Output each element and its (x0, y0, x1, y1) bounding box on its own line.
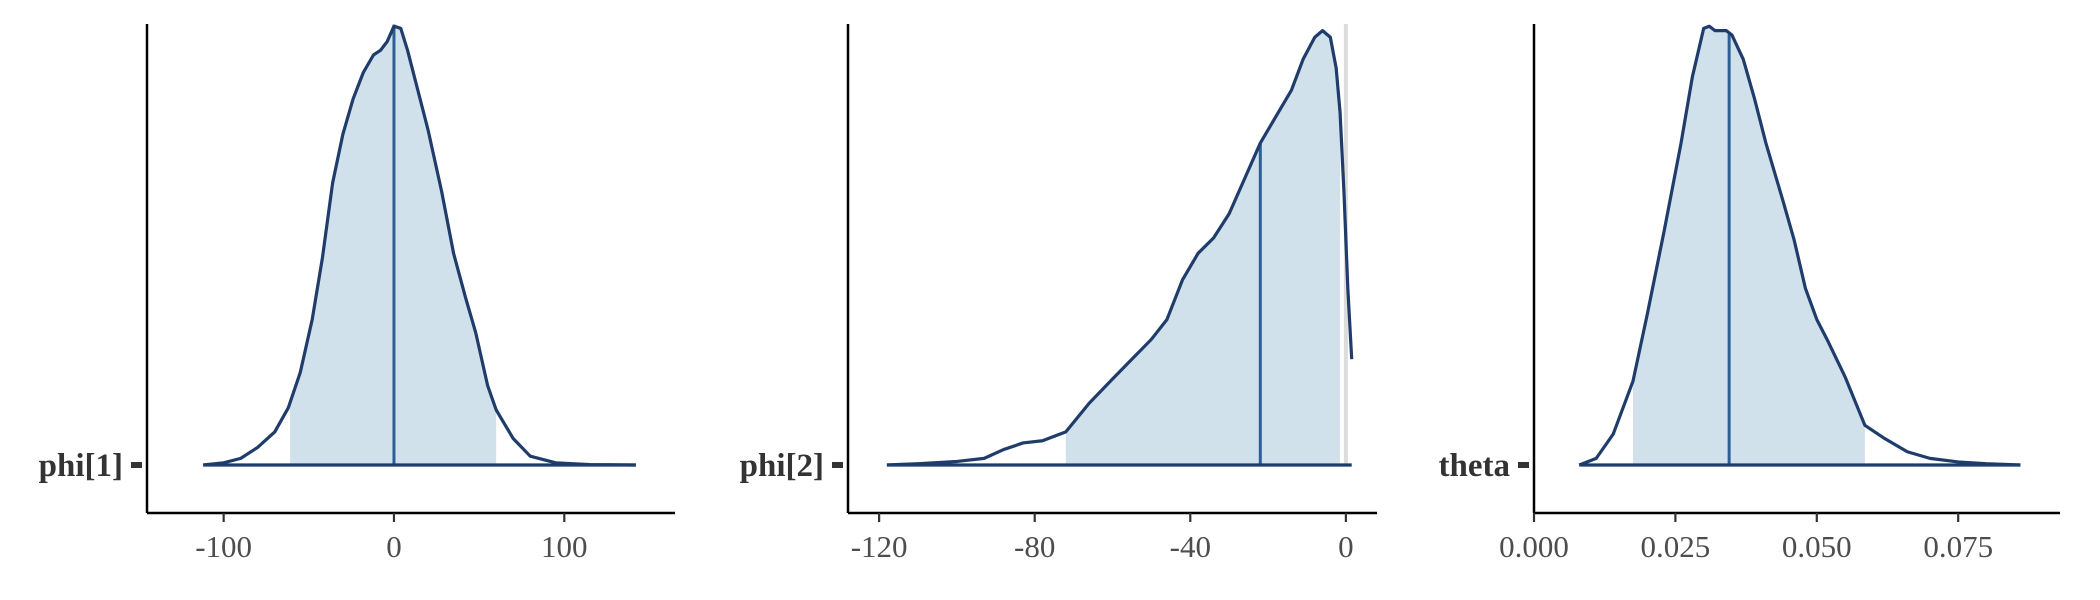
parameter-label: theta (1439, 448, 1510, 484)
x-tick-label: -80 (1014, 529, 1055, 564)
x-tick-label: -100 (195, 529, 252, 564)
panel-phi2: phi[2] -120 -80 -40 0 (740, 24, 1377, 564)
x-tick-label: 0.025 (1641, 529, 1711, 564)
x-tick-label: 0.075 (1923, 529, 1993, 564)
parameter-label: phi[1] (39, 448, 123, 484)
density-curve (1578, 24, 2021, 467)
density-curve (203, 24, 636, 467)
panel-theta: theta 0.000 0.025 0.050 0.075 (1439, 24, 2060, 564)
x-tick-label: 0 (386, 529, 402, 564)
credible-interval-area (1065, 30, 1341, 466)
x-tick-label: -120 (851, 529, 908, 564)
x-tick-label: 0.000 (1499, 529, 1569, 564)
x-tick-label: 0 (1338, 529, 1354, 564)
x-tick-label: 0.050 (1782, 529, 1852, 564)
credible-interval-area (1632, 26, 1865, 466)
panel-phi1: phi[1] -100 0 100 (39, 24, 675, 564)
x-tick-label: 100 (541, 529, 588, 564)
parameter-label: phi[2] (740, 448, 824, 484)
x-tick-label: -40 (1170, 529, 1211, 564)
density-curve (886, 29, 1354, 467)
